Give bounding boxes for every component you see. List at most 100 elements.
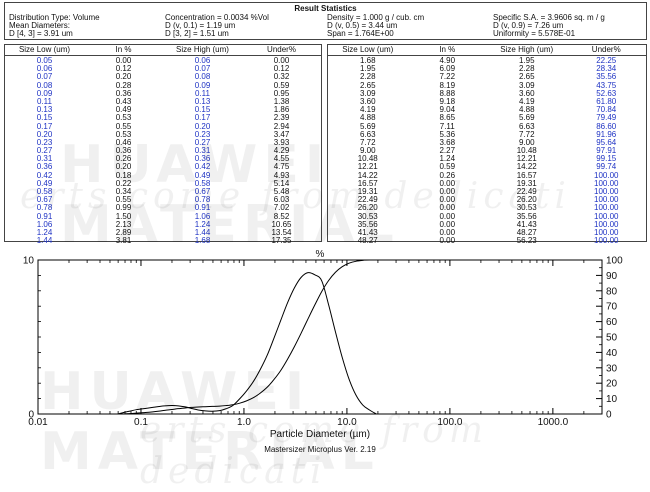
table-cell: 6.09 xyxy=(439,64,456,74)
table-cell: 0.00 xyxy=(439,195,456,205)
y-right-tick-label: 10 xyxy=(606,394,618,405)
table-cell: 2.65 xyxy=(518,72,535,82)
column-size-low: 1.68 1.95 2.28 2.65 3.09 3.60 4.19 4.88 5.69 6.63… xyxy=(328,56,408,245)
y-right-tick-label: 90 xyxy=(606,271,618,282)
table-cell: 0.34 xyxy=(115,187,132,196)
table-cell: 100.00 xyxy=(594,195,619,205)
chart-ticks xyxy=(37,259,602,415)
table-cell: 0.99 xyxy=(115,203,132,213)
table-cell: 0.28 xyxy=(115,80,132,90)
concentration: Concentration = 0.0034 %Vol xyxy=(165,13,269,22)
table-cell: 4.75 xyxy=(273,162,290,172)
table-cell: 0.05 xyxy=(36,56,53,65)
table-cell: 7.72 xyxy=(518,129,535,139)
table-cell: 48.27 xyxy=(516,227,537,237)
table-cell: 0.46 xyxy=(115,137,132,147)
table-cell: 0.53 xyxy=(115,129,132,139)
table-cell: 1.95 xyxy=(359,64,376,74)
table-cell: 2.89 xyxy=(115,227,132,237)
table-cell: 100.00 xyxy=(594,236,619,246)
table-cell: 0.95 xyxy=(273,88,290,98)
table-cell: 0.23 xyxy=(36,137,53,147)
table-cell: 0.11 xyxy=(37,96,52,106)
table-cell: 0.67 xyxy=(36,195,53,205)
x-tick-label: 0.01 xyxy=(28,417,48,428)
table-cell: 0.12 xyxy=(273,64,290,74)
table-cell: 43.75 xyxy=(596,80,617,90)
table-cell: 1.06 xyxy=(194,211,211,221)
table-header: Size Low (um) In % Size High (um) Under% xyxy=(328,45,646,56)
header-under-percent: Under% xyxy=(267,45,296,54)
table-cell: 30.53 xyxy=(516,203,537,213)
table-cell: 26.20 xyxy=(516,195,537,205)
uniformity: Uniformity = 5.578E-01 xyxy=(493,29,576,38)
y-right-tick-label: 70 xyxy=(606,302,618,313)
table-cell: 9.18 xyxy=(439,96,456,106)
table-cell: 0.36 xyxy=(36,162,53,172)
y-right-tick-label: 20 xyxy=(606,379,618,390)
table-header: Size Low (um) In % Size High (um) Under% xyxy=(5,45,321,56)
table-cell: 48.27 xyxy=(357,236,378,246)
table-cell: 3.47 xyxy=(273,129,290,139)
plot-frame xyxy=(37,259,603,415)
chart-curves xyxy=(117,259,602,415)
table-cell: 0.43 xyxy=(115,96,132,106)
d-4-3: D [4, 3] = 3.91 um xyxy=(9,29,73,38)
table-cell: 0.42 xyxy=(194,162,211,172)
table-cell: 100.00 xyxy=(594,187,619,196)
table-cell: 0.00 xyxy=(439,236,456,246)
table-cell: 79.49 xyxy=(596,113,617,123)
mean-diameters-label: Mean Diameters: xyxy=(9,21,70,30)
x-tick-label: 1.0 xyxy=(237,417,251,428)
x-tick-label: 1000.0 xyxy=(538,417,569,428)
d-v-0-1: D (v, 0.1) = 1.19 um xyxy=(165,21,236,30)
table-cell: 0.00 xyxy=(273,56,290,65)
table-cell: 8.65 xyxy=(439,113,456,123)
table-cell: 99.74 xyxy=(596,162,617,172)
table-cell: 0.08 xyxy=(194,72,211,82)
table-cell: 61.80 xyxy=(596,96,617,106)
table-cell: 56.23 xyxy=(516,236,537,246)
table-cell: 0.59 xyxy=(439,162,456,172)
table-cell: 0.18 xyxy=(115,170,132,180)
table-cell: 1.24 xyxy=(36,227,53,237)
table-cell: 4.90 xyxy=(439,56,456,65)
table-cell: 0.91 xyxy=(36,211,53,221)
table-cell: 3.09 xyxy=(359,88,376,98)
table-cell: 2.28 xyxy=(518,64,535,74)
table-cell: 0.00 xyxy=(439,211,456,221)
table-cell: 0.58 xyxy=(194,178,211,188)
table-cell: 0.20 xyxy=(36,129,53,139)
table-cell: 22.49 xyxy=(516,187,537,196)
table-cell: 0.00 xyxy=(439,178,456,188)
column-size-high: 0.06 0.07 0.08 0.09 0.11 0.13 0.15 0.17 0.20 0.23… xyxy=(163,56,242,245)
table-cell: 28.34 xyxy=(596,64,617,74)
table-cell: 7.11 xyxy=(439,121,455,131)
table-cell: 2.94 xyxy=(273,121,290,131)
header-size-low: Size Low (um) xyxy=(18,45,71,54)
x-tick-label: 100.0 xyxy=(437,417,462,428)
table-cell: 0.07 xyxy=(36,72,53,82)
table-cell: 0.49 xyxy=(36,178,53,188)
table-cell: 3.93 xyxy=(273,137,290,147)
table-cell: 1.38 xyxy=(273,96,290,106)
table-cell: 0.26 xyxy=(115,154,132,164)
stats-row-1: Distribution Type: Volume Concentration … xyxy=(9,13,642,23)
y-right-tick-label: 40 xyxy=(606,348,618,359)
d-v-0-5: D (v, 0.5) = 3.44 um xyxy=(327,21,398,30)
table-cell: 0.36 xyxy=(194,154,211,164)
table-cell: 4.88 xyxy=(359,113,376,123)
table-cell: 3.60 xyxy=(359,96,376,106)
header-size-high: Size High (um) xyxy=(176,45,229,54)
y-left-tick-label: 10 xyxy=(23,256,35,267)
table-cell: 35.56 xyxy=(357,219,378,229)
table-cell: 0.55 xyxy=(115,195,132,205)
y-right-tick-label: 80 xyxy=(606,286,618,297)
table-cell: 52.63 xyxy=(596,88,617,98)
table-cell: 0.13 xyxy=(194,96,211,106)
table-cell: 100.00 xyxy=(594,219,619,229)
table-cell: 1.86 xyxy=(273,105,290,115)
table-cell: 0.15 xyxy=(36,113,53,123)
table-cell: 0.58 xyxy=(36,187,53,196)
table-cell: 3.68 xyxy=(439,137,456,147)
